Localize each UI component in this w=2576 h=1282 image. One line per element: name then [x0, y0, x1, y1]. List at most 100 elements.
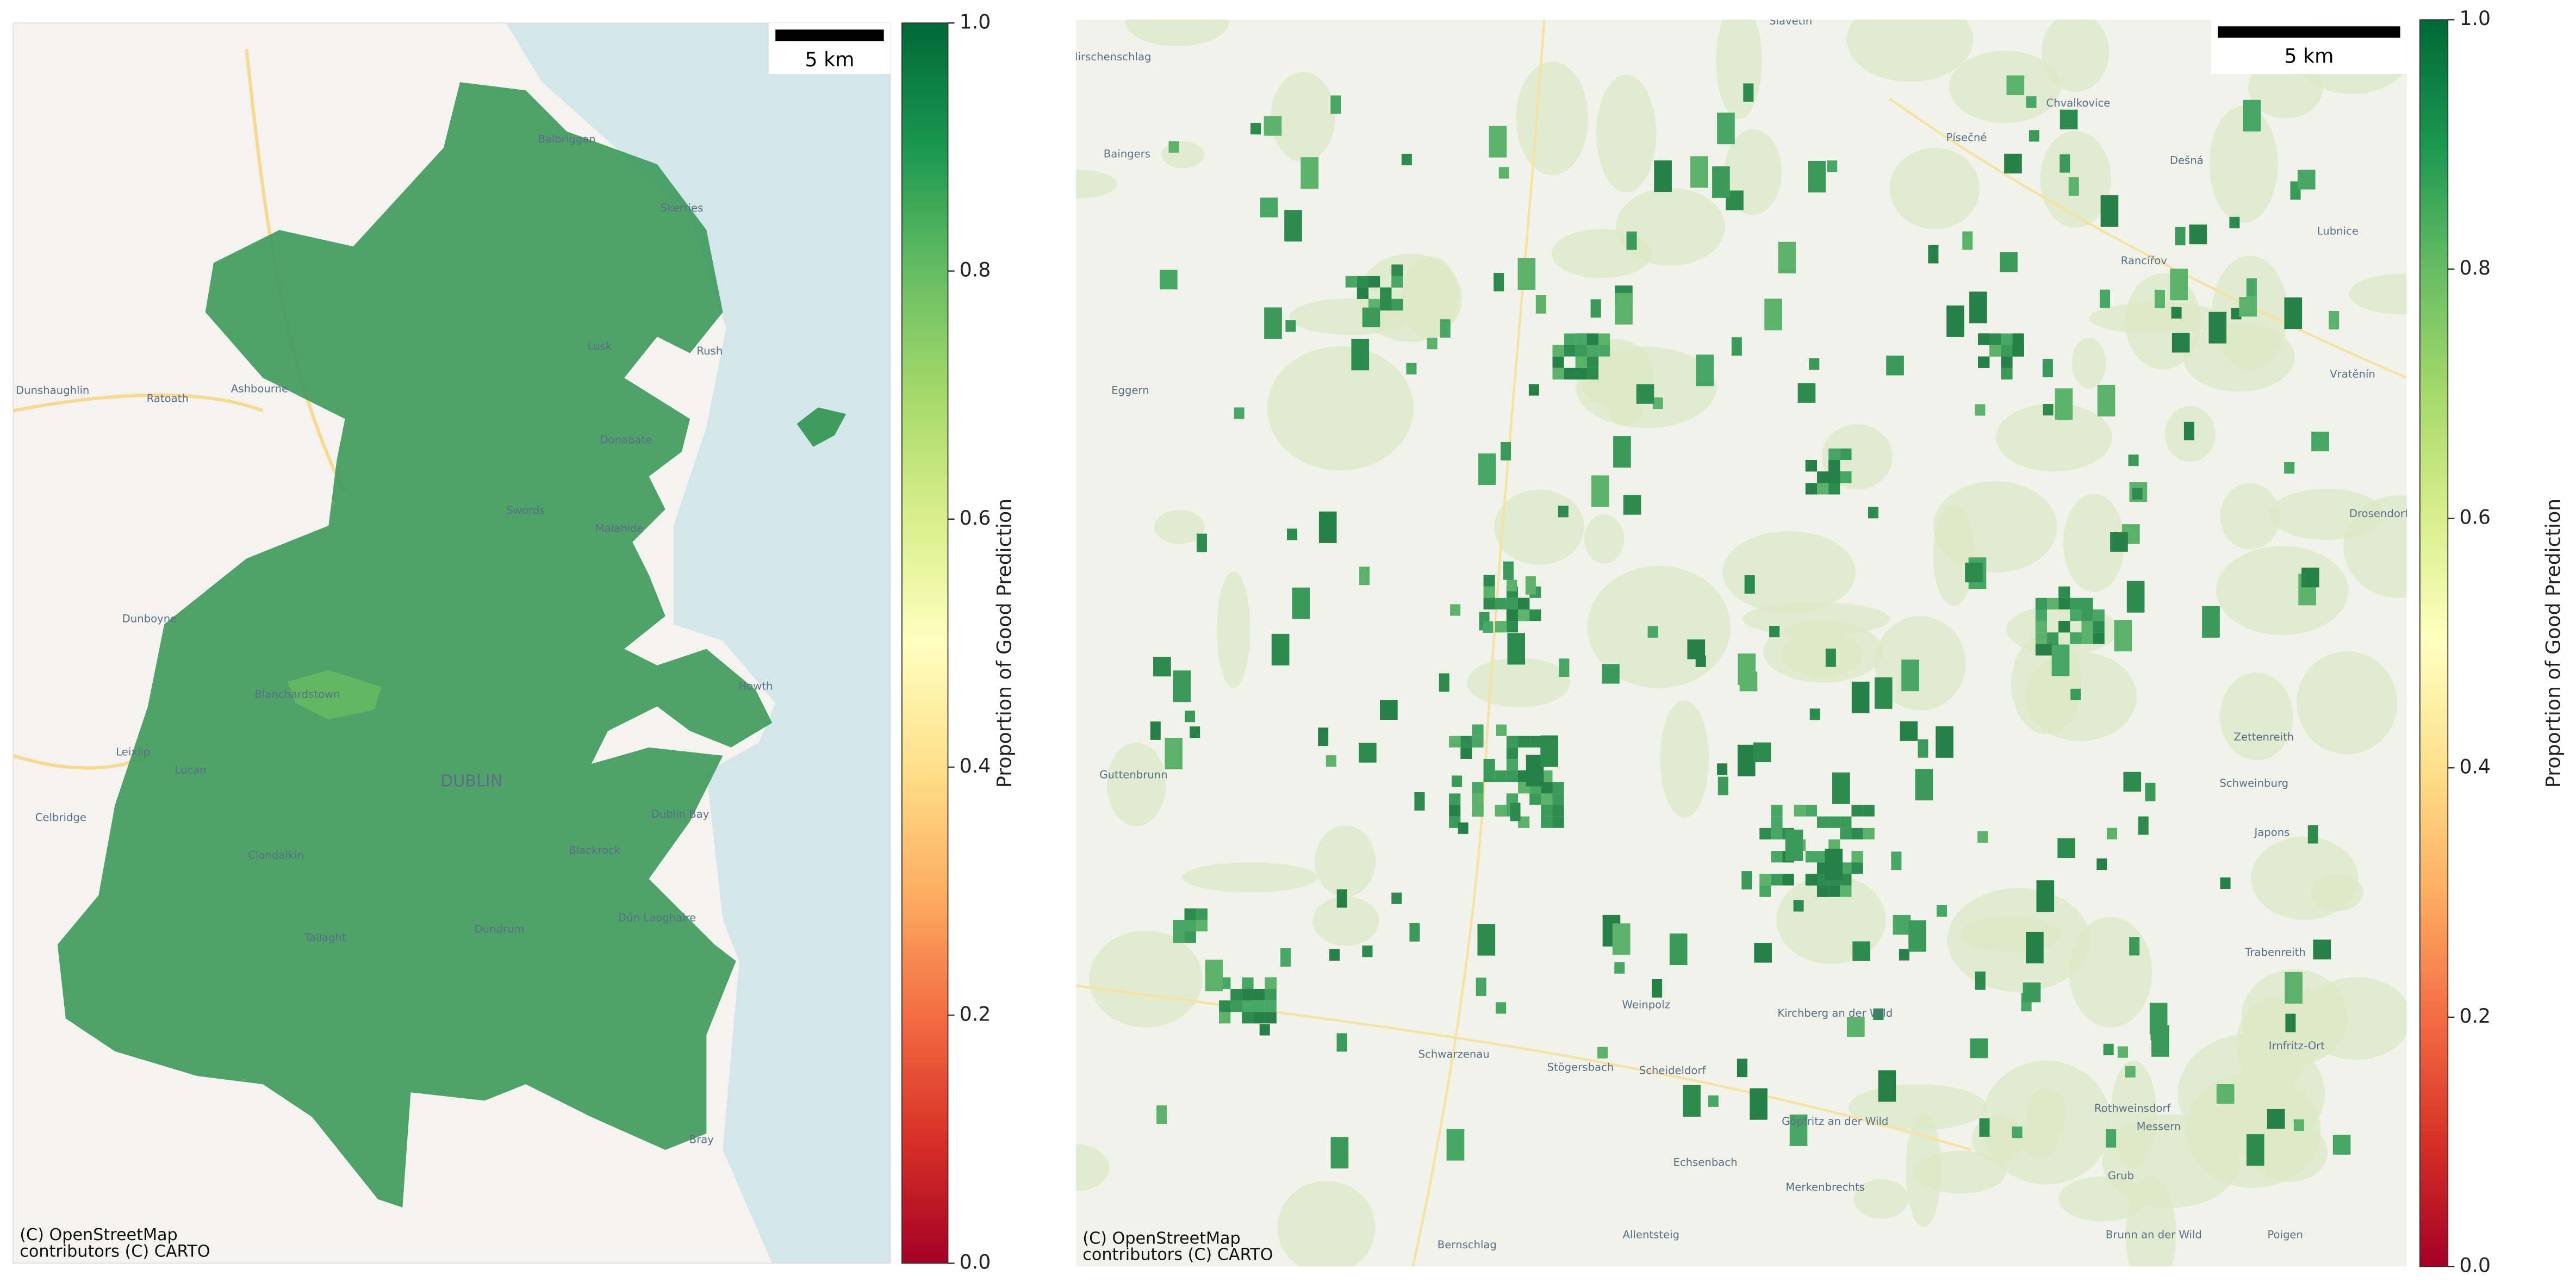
- prediction-cell: [2023, 982, 2041, 1003]
- place-label: Kirchberg an der Wild: [1777, 1007, 1893, 1019]
- scale-bar: [2218, 26, 2400, 38]
- prediction-cell: [2220, 877, 2231, 889]
- prediction-cell: [2057, 838, 2075, 858]
- place-label: Grub: [2108, 1169, 2134, 1182]
- prediction-cell: [1449, 805, 1461, 817]
- prediction-cell: [1794, 805, 1806, 817]
- prediction-cell: [2000, 252, 2018, 272]
- prediction-cell: [1318, 727, 1329, 746]
- prediction-cell: [1586, 333, 1599, 345]
- prediction-cell: [2293, 1119, 2304, 1131]
- prediction-cell: [2284, 297, 2303, 329]
- prediction-cell: [1380, 287, 1392, 299]
- prediction-cell: [1351, 339, 1370, 371]
- prediction-cell: [1851, 827, 1863, 840]
- place-label: Irnfritz-Ort: [2269, 1040, 2325, 1052]
- prediction-cell: [1771, 805, 1783, 817]
- prediction-cell: [2026, 931, 2044, 963]
- place-label: Celbridge: [35, 811, 86, 824]
- place-label: Weinpolz: [1622, 999, 1670, 1011]
- forest-patch: [1716, 20, 1762, 119]
- prediction-cell: [1816, 885, 1829, 897]
- prediction-cell: [2055, 388, 2073, 420]
- prediction-cell: [1156, 1105, 1167, 1124]
- prediction-cell: [2099, 289, 2110, 308]
- place-label: Schwarzenau: [1418, 1048, 1490, 1060]
- prediction-cell: [1575, 368, 1587, 379]
- prediction-cell: [1805, 851, 1817, 863]
- forest-patch: [2216, 546, 2349, 635]
- prediction-cell: [1683, 1085, 1701, 1117]
- prediction-cell: [1717, 113, 1735, 145]
- prediction-cell: [2175, 227, 2186, 246]
- prediction-cell: [1737, 744, 1756, 776]
- prediction-cell: [1506, 598, 1519, 609]
- prediction-cell: [1196, 908, 1208, 920]
- forest-patch: [2042, 20, 2109, 92]
- prediction-cell: [1265, 1012, 1277, 1024]
- scale-bar: [775, 29, 884, 41]
- prediction-cell: [1816, 471, 1829, 483]
- prediction-cell: [1483, 758, 1495, 771]
- forest-patch: [1277, 1181, 1376, 1267]
- place-label: Brunn an der Wild: [2106, 1229, 2202, 1241]
- prediction-cell: [1816, 816, 1829, 828]
- place-label: Donabate: [600, 433, 652, 446]
- prediction-cell: [1915, 769, 1933, 801]
- prediction-cell: [1196, 533, 1207, 552]
- prediction-cell: [1478, 453, 1496, 486]
- prediction-cell: [1805, 874, 1817, 886]
- prediction-cell: [2132, 488, 2143, 500]
- prediction-cell: [1150, 721, 1161, 740]
- prediction-cell: [1851, 805, 1863, 817]
- prediction-cell: [1495, 770, 1507, 782]
- prediction-cell: [1893, 914, 1911, 935]
- prediction-cell: [1832, 772, 1850, 804]
- prediction-cell: [1851, 851, 1863, 863]
- prediction-cell: [1793, 900, 1804, 912]
- map-frame: [13, 22, 891, 1264]
- prediction-cell: [1559, 658, 1570, 677]
- prediction-cell: [1301, 157, 1319, 189]
- prediction-region: [287, 670, 382, 720]
- prediction-cell: [1330, 95, 1341, 114]
- prediction-cell: [1828, 483, 1840, 495]
- prediction-cell: [1805, 460, 1817, 472]
- prediction-cell: [1253, 988, 1265, 1001]
- prediction-cell: [1575, 356, 1587, 368]
- prediction-cell: [2070, 688, 2081, 700]
- prediction-cell: [1652, 979, 1663, 998]
- prediction-cell: [1260, 197, 1278, 217]
- map-waldviertel: Hirschenschlag Slavětín Chvalkovice Písečné…: [1076, 20, 2407, 1267]
- prediction-cell: [1196, 920, 1208, 932]
- prediction-cell: [1636, 384, 1654, 404]
- forest-patch: [1125, 20, 1229, 47]
- place-label: Rush: [696, 345, 723, 357]
- prediction-cell: [2100, 195, 2119, 227]
- prediction-cell: [2012, 1127, 2023, 1138]
- prediction-cell: [1495, 805, 1507, 817]
- prediction-cell: [2110, 532, 2128, 552]
- prediction-cell: [2246, 278, 2257, 297]
- place-label: Dunboyne: [122, 613, 177, 625]
- place-label: Rothweinsdorf: [2094, 1102, 2171, 1115]
- forest-patch: [1584, 514, 1625, 564]
- prediction-cell: [1259, 1024, 1270, 1036]
- place-labels: Balbriggan Skerries Lusk Rush Donabate Swords…: [16, 133, 773, 1146]
- prediction-cell: [2285, 1013, 2296, 1032]
- prediction-cell: [1873, 1008, 1884, 1020]
- prediction-cell: [1507, 633, 1526, 665]
- prediction-cell: [1808, 160, 1826, 192]
- prediction-cell: [1330, 1137, 1349, 1169]
- colorbar: [2419, 19, 2449, 1267]
- prediction-cell: [1946, 305, 1964, 337]
- prediction-cell: [1744, 575, 1755, 594]
- forest-patch: [1596, 74, 1657, 192]
- place-label: Eggern: [1111, 384, 1149, 397]
- prediction-cell: [1506, 747, 1519, 759]
- forest-patch: [2297, 651, 2398, 755]
- prediction-cell: [2093, 621, 2105, 633]
- attribution: (C) OpenStreetMap: [20, 1225, 177, 1244]
- prediction-cell: [1476, 978, 1486, 997]
- prediction-cell: [1506, 609, 1519, 621]
